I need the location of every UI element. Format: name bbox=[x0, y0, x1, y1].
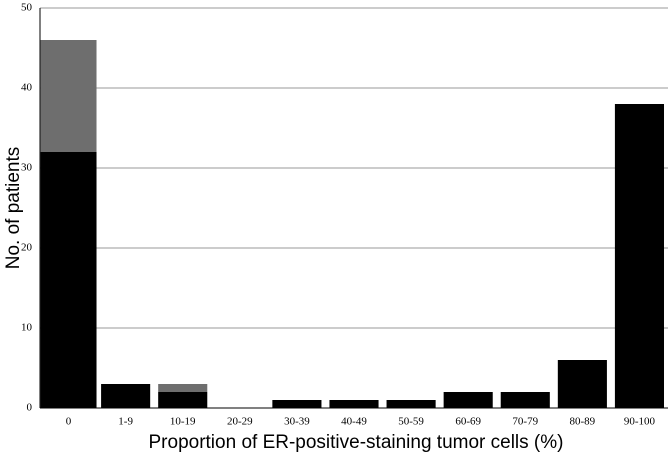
bar bbox=[272, 400, 322, 408]
y-tick-label: 50 bbox=[21, 2, 33, 14]
bar bbox=[158, 392, 208, 408]
y-tick-label: 0 bbox=[27, 402, 33, 414]
x-tick-label: 60-69 bbox=[455, 416, 481, 428]
bar bbox=[443, 392, 493, 408]
y-tick-label: 30 bbox=[21, 162, 33, 174]
x-tick-label: 10-19 bbox=[170, 416, 196, 428]
y-tick-label: 20 bbox=[21, 242, 33, 254]
x-tick-label: 50-59 bbox=[398, 416, 424, 428]
bar bbox=[40, 152, 97, 408]
x-tick-label: 0 bbox=[66, 416, 72, 428]
x-tick-label: 90-100 bbox=[624, 416, 656, 428]
y-axis-title: No. of patients bbox=[3, 147, 24, 270]
x-axis-title: Proportion of ER-positive-staining tumor… bbox=[149, 432, 564, 453]
x-tick-label: 40-49 bbox=[341, 416, 367, 428]
x-tick-label: 70-79 bbox=[512, 416, 538, 428]
bar bbox=[329, 400, 379, 408]
bar bbox=[158, 384, 208, 392]
x-tick-label: 30-39 bbox=[284, 416, 310, 428]
x-tick-label: 20-29 bbox=[227, 416, 253, 428]
x-tick-label: 1-9 bbox=[118, 416, 133, 428]
bar bbox=[614, 104, 665, 408]
bar bbox=[386, 400, 436, 408]
y-tick-label: 40 bbox=[21, 82, 33, 94]
bar bbox=[557, 360, 607, 408]
bar bbox=[40, 40, 97, 152]
y-tick-label: 10 bbox=[21, 322, 33, 334]
bar bbox=[500, 392, 550, 408]
x-tick-label: 80-89 bbox=[570, 416, 596, 428]
bar bbox=[101, 384, 151, 408]
